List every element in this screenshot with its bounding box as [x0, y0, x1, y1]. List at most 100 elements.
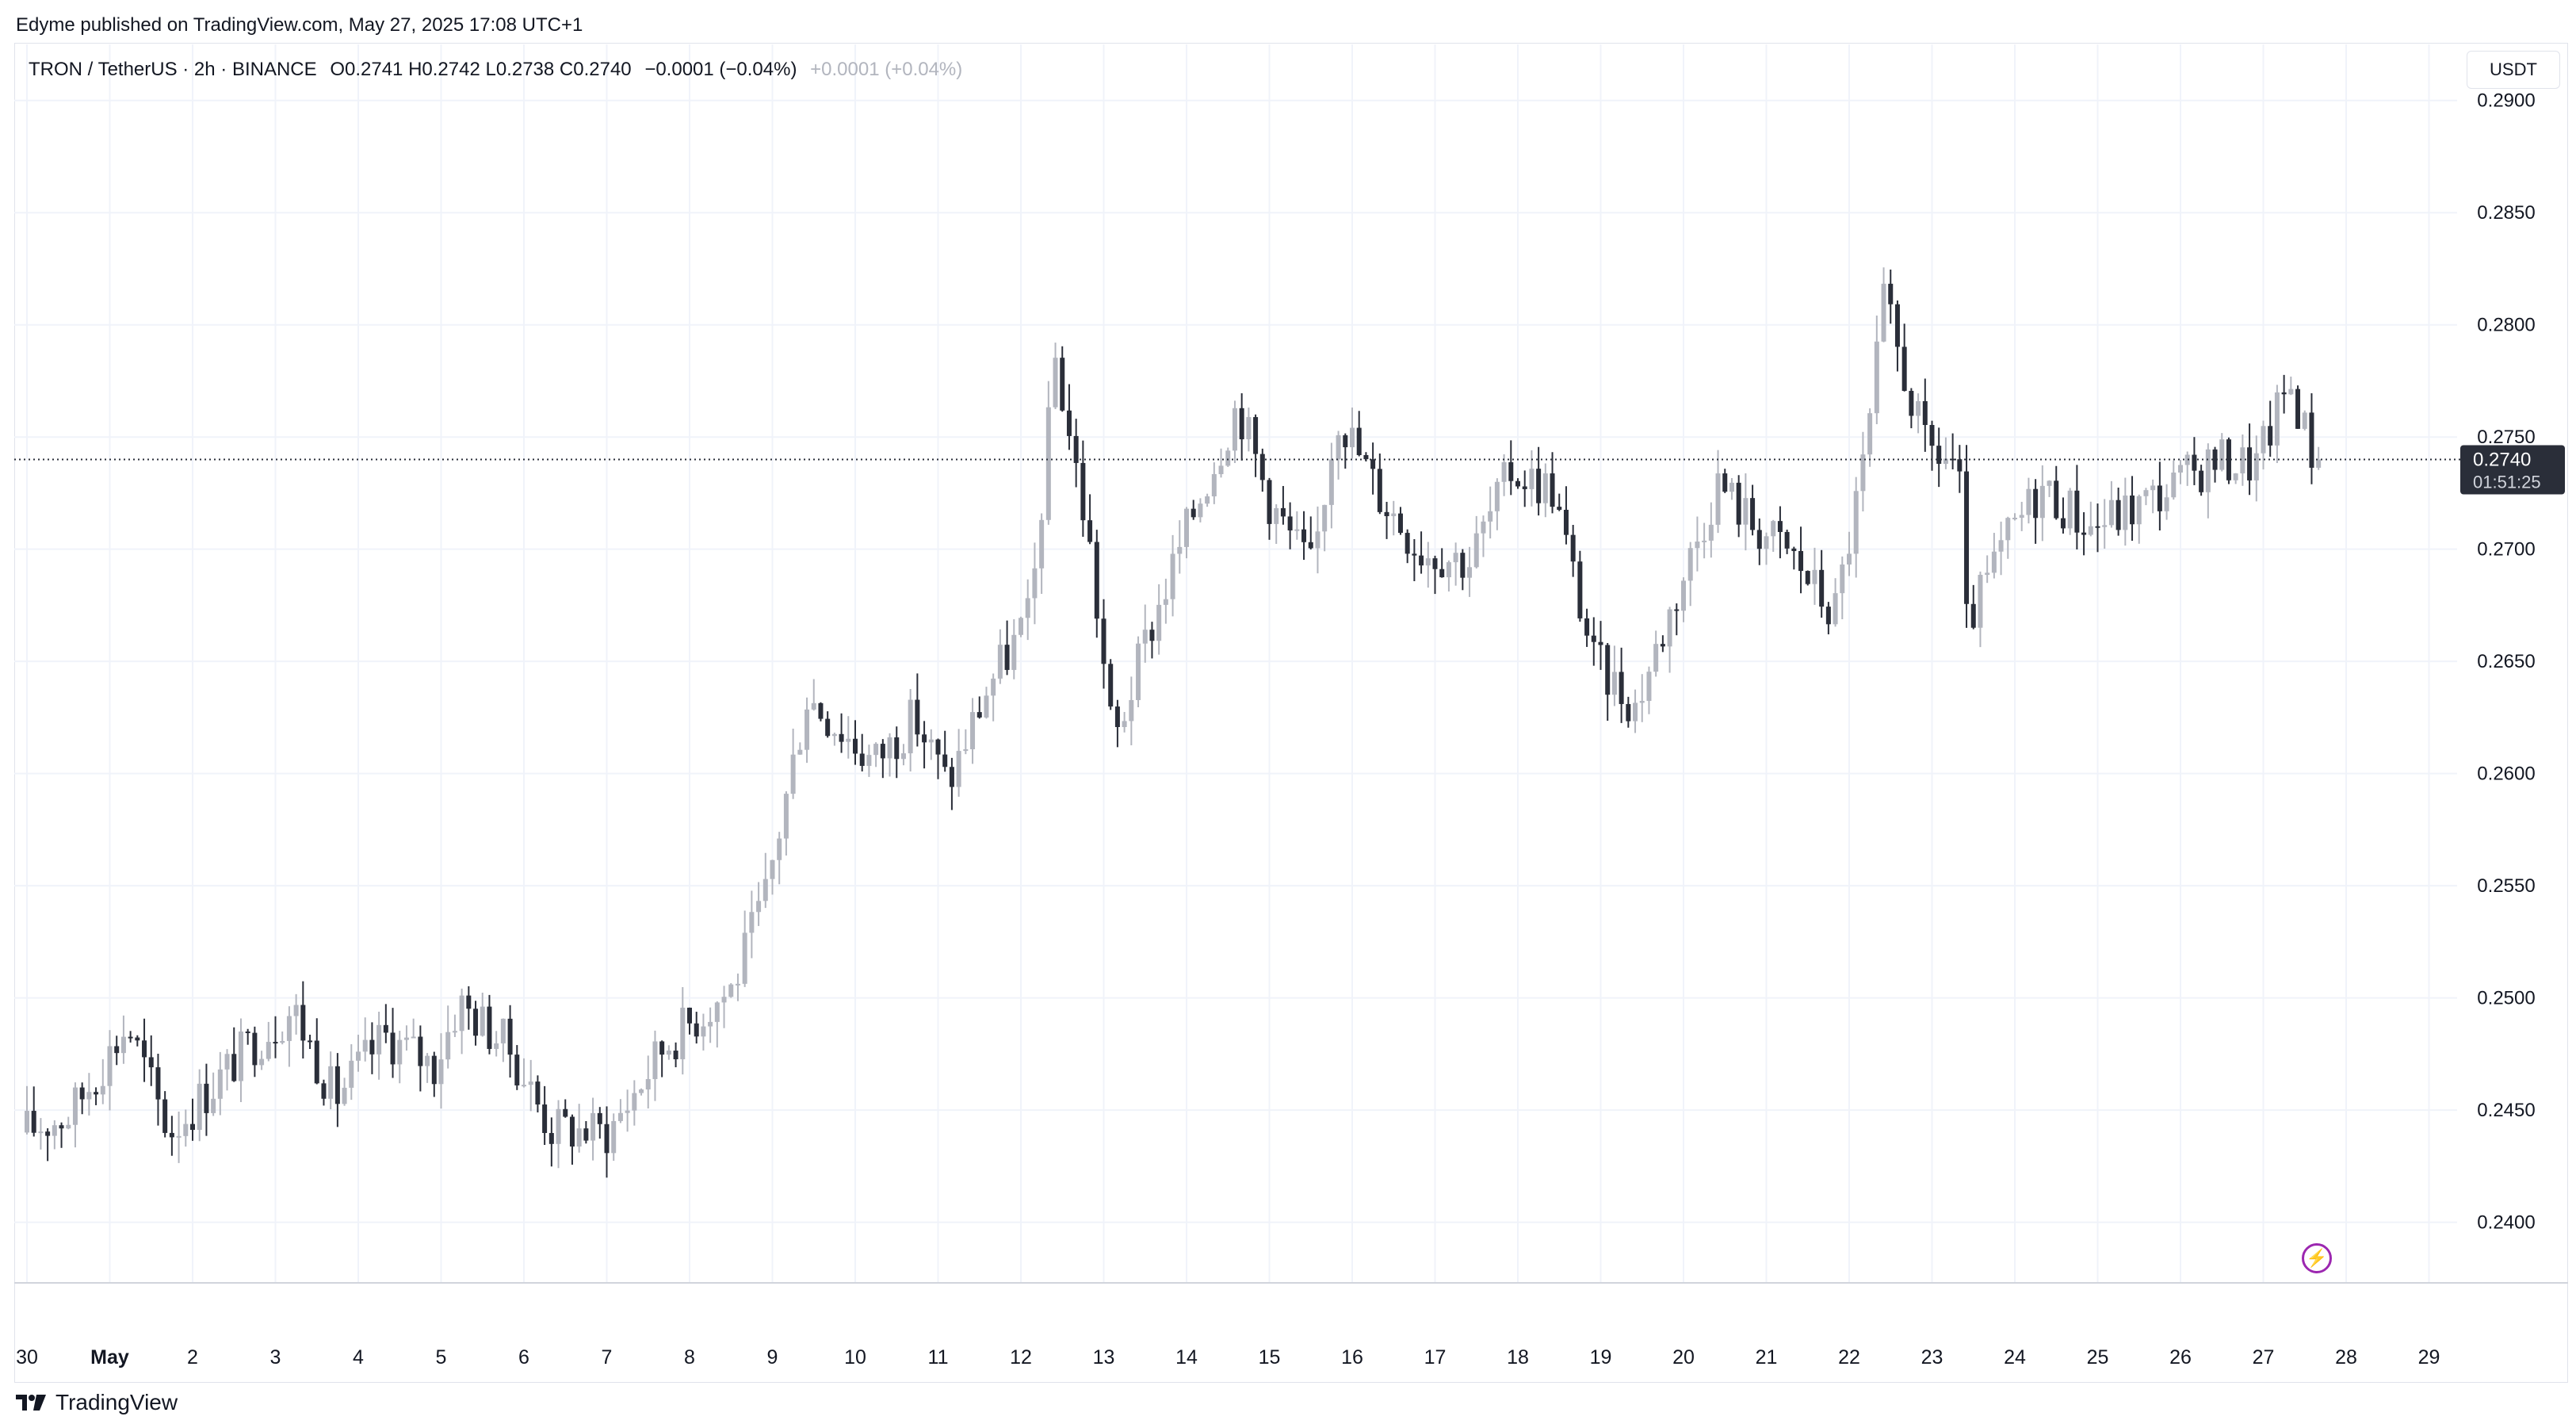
time-tick-label: 5 [436, 1346, 447, 1368]
candle-up [997, 645, 1003, 679]
candle-down [1626, 703, 1631, 722]
candle-up [1874, 341, 1879, 414]
candle-up [1246, 417, 1252, 440]
symbol-name: TRON / TetherUS · 2h · BINANCE [29, 59, 317, 80]
candle-up [1853, 491, 1859, 554]
price-tick-label: 0.2500 [2477, 988, 2535, 1009]
candle-up [522, 1085, 526, 1087]
candle-down [507, 1018, 513, 1055]
candle-up [176, 1135, 182, 1138]
candle-up [1833, 593, 1838, 625]
candle-down [1439, 568, 1445, 578]
candle-down [915, 699, 920, 735]
candle-up [1702, 540, 1707, 542]
candle-down [1536, 469, 1542, 503]
candle-up [1328, 459, 1334, 505]
candle-down [1756, 530, 1762, 549]
candle-up [908, 699, 913, 754]
symbol-legend[interactable]: TRON / TetherUS · 2h · BINANCE O0.2741 H… [29, 59, 962, 81]
candle-up [680, 1007, 686, 1059]
candle-down [894, 737, 900, 760]
candle-down [135, 1037, 140, 1041]
candle-up [963, 748, 969, 752]
candle-down [2060, 518, 2066, 529]
candle-up [2261, 426, 2266, 454]
candle-up [397, 1039, 403, 1065]
candle-down [1550, 473, 1555, 507]
candle-down [1308, 542, 1313, 549]
candle-up [645, 1078, 651, 1090]
candle-up [1633, 702, 1638, 722]
candle-down [1557, 507, 1562, 510]
candle-down [859, 753, 865, 766]
candle-down [114, 1046, 120, 1054]
candle-down [466, 995, 472, 1009]
candle-up [66, 1124, 71, 1129]
candle-up [342, 1087, 347, 1104]
candle-up [1860, 454, 1866, 492]
candle-down [1094, 542, 1099, 619]
time-tick-label: 17 [1424, 1346, 1447, 1368]
candle-up [2253, 453, 2259, 480]
candle-up [362, 1039, 368, 1052]
time-tick-label: 12 [1010, 1346, 1032, 1368]
candle-up [1322, 504, 1328, 532]
candle-up [797, 749, 803, 755]
candle-down [1584, 618, 1590, 636]
last-price-label-box [2460, 445, 2565, 495]
candle-up [280, 1040, 285, 1043]
currency-selector[interactable]: USDT [2467, 51, 2560, 89]
candle-up [1708, 524, 1714, 541]
candle-down [308, 1040, 313, 1043]
candle-up [38, 1131, 44, 1134]
candle-down [128, 1036, 133, 1039]
candle-up [1998, 540, 2004, 552]
candle-up [1812, 569, 1817, 584]
candle-up [714, 1002, 720, 1022]
lightning-icon[interactable]: ⚡ [2302, 1243, 2332, 1273]
candle-down [204, 1083, 209, 1113]
brand-name: TradingView [55, 1390, 178, 1414]
candle-down [942, 754, 948, 768]
candle-up [1771, 521, 1776, 537]
time-tick-label: 26 [2169, 1346, 2192, 1368]
candle-up [762, 879, 768, 901]
candle-up [770, 859, 775, 879]
candle-up [286, 1016, 292, 1041]
candle-down [853, 738, 858, 754]
candle-up [1916, 400, 1921, 416]
price-tick-label: 0.2850 [2477, 202, 2535, 224]
candle-up [224, 1054, 230, 1070]
candle-down [1114, 706, 1120, 728]
price-axis: 0.2400 0.2450 0.2500 0.2550 0.2600 0.2650 0.27… [2477, 90, 2535, 1234]
candle-down [487, 1006, 492, 1049]
candle-down [839, 733, 844, 742]
candle-down [1066, 410, 1072, 436]
candle-down [1888, 283, 1894, 304]
candle-down [1784, 531, 1790, 549]
candle-down [2115, 500, 2121, 530]
candle-series [25, 267, 2322, 1178]
candle-up [445, 1032, 451, 1060]
time-tick-label: 7 [602, 1346, 613, 1368]
candle-down [1922, 400, 1928, 426]
candle-down [231, 1054, 237, 1081]
candle-up [1501, 461, 1507, 482]
time-tick-label: May [90, 1346, 129, 1368]
candle-up [1315, 531, 1320, 549]
brand[interactable]: TradingView [16, 1389, 178, 1416]
candle-down [1929, 425, 1935, 446]
candle-up [1542, 473, 1548, 503]
candle-up [86, 1092, 92, 1100]
candle-down [563, 1108, 568, 1117]
candle-up [1011, 634, 1017, 670]
candle-up [1045, 407, 1051, 520]
candle-down [1522, 486, 1527, 489]
candle-up [494, 1043, 499, 1049]
candle-down [687, 1007, 692, 1024]
candle-down [977, 712, 982, 718]
candle-down [1087, 520, 1093, 542]
time-tick-label: 16 [1341, 1346, 1363, 1368]
candle-down [1356, 427, 1362, 455]
